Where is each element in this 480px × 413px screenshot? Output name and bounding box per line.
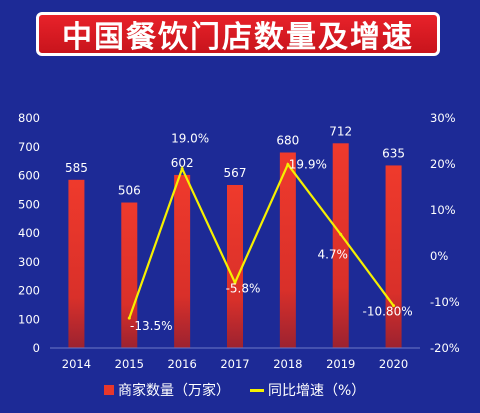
- x-tick-2019: 2019: [326, 357, 355, 371]
- bar-label-2015: 506: [118, 184, 141, 198]
- bar-label-2018: 680: [276, 134, 299, 148]
- legend-item-bars: 商家数量（万家）: [104, 380, 230, 400]
- growth-label-2017: -5.8%: [226, 282, 261, 296]
- legend: 商家数量（万家） 同比增速（%）: [104, 380, 365, 400]
- legend-bar-label: 商家数量（万家）: [118, 383, 230, 399]
- y-left-tick: 600: [18, 169, 40, 183]
- bar-label-2019: 712: [329, 124, 352, 138]
- chart-title: 中国餐饮门店数量及增速: [62, 20, 414, 55]
- growth-label-2019: 4.7%: [317, 247, 348, 261]
- bar-2020: [385, 165, 402, 348]
- chart-title-box: 中国餐饮门店数量及增速: [36, 12, 440, 56]
- bar-2017: [227, 184, 243, 348]
- y-left-tick: 0: [33, 341, 40, 355]
- x-tick-2020: 2020: [379, 357, 408, 371]
- y-right-tick: -20%: [430, 341, 460, 355]
- x-tick-2014: 2014: [62, 357, 91, 371]
- x-tick-2016: 2016: [168, 357, 197, 371]
- y-right-tick: 20%: [430, 157, 456, 171]
- growth-point-2016: [180, 167, 184, 171]
- growth-label-2016: 19.0%: [171, 132, 209, 146]
- y-left-tick: 200: [18, 284, 40, 298]
- bar-2015: [121, 202, 138, 348]
- y-right-tick: -10%: [430, 295, 460, 309]
- y-right-tick: 10%: [430, 203, 456, 217]
- bar-label-2017: 567: [224, 166, 247, 180]
- growth-point-2020: [392, 304, 396, 308]
- bar-label-2020: 635: [382, 146, 405, 160]
- x-tick-2018: 2018: [273, 357, 302, 371]
- y-left-tick: 700: [18, 140, 40, 154]
- legend-bar-swatch: [104, 385, 114, 395]
- y-left-tick: 400: [18, 226, 40, 240]
- growth-label-2018: 19.9%: [289, 157, 327, 171]
- y-left-tick: 800: [18, 111, 40, 125]
- bar-2019: [332, 143, 349, 348]
- growth-line: [128, 162, 395, 319]
- growth-label-2015: -13.5%: [130, 319, 172, 333]
- x-tick-2017: 2017: [220, 357, 249, 371]
- bar-2014: [68, 179, 85, 348]
- growth-label-2020: -10.80%: [363, 305, 413, 319]
- legend-line-swatch: [250, 388, 264, 392]
- y-left-tick: 100: [18, 312, 40, 326]
- y-left-tick: 300: [18, 255, 40, 269]
- bar-2016: [174, 174, 191, 348]
- y-right-tick: 0%: [430, 249, 448, 263]
- growth-point-2015: [127, 316, 131, 320]
- y-left-tick: 500: [18, 197, 40, 211]
- growth-point-2017: [233, 281, 237, 285]
- bar-label-2016: 602: [171, 156, 194, 170]
- x-tick-2015: 2015: [115, 357, 144, 371]
- bar-2018: [279, 152, 296, 348]
- growth-point-2019: [339, 232, 343, 236]
- growth-point-2018: [286, 162, 290, 166]
- legend-item-line: 同比增速（%）: [250, 380, 365, 400]
- bar-label-2014: 585: [65, 161, 88, 175]
- y-right-tick: 30%: [430, 111, 456, 125]
- legend-line-label: 同比增速（%）: [268, 383, 366, 399]
